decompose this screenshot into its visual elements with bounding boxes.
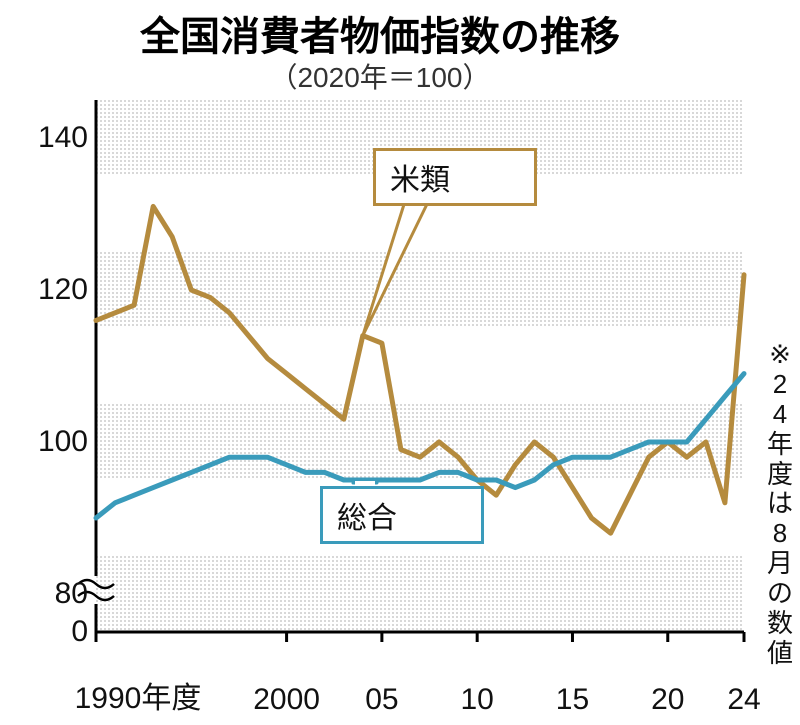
x-tick-2000: 2000	[253, 683, 320, 717]
x-tick-2024: 24	[727, 683, 760, 717]
x-tick-2020: 20	[651, 683, 684, 717]
y-tick-80: 80	[8, 577, 88, 611]
callout-rice-label: 米類	[390, 164, 450, 197]
cpi-chart: 全国消費者物価指数の推移 （2020年＝100） 0 80 100 120 14…	[0, 0, 800, 725]
footnote: ※24年度は8月の数値	[766, 340, 794, 669]
y-tick-0: 0	[8, 615, 88, 649]
callout-rice: 米類	[373, 148, 537, 206]
plot-svg	[0, 0, 800, 725]
x-tick-2005: 05	[365, 683, 398, 717]
y-tick-100: 100	[8, 425, 88, 459]
y-tick-140: 140	[8, 121, 88, 155]
x-tick-1990: 1990年度	[75, 673, 202, 717]
y-tick-120: 120	[8, 273, 88, 307]
x-tick-2010: 10	[460, 683, 493, 717]
callout-overall-label: 総合	[337, 502, 397, 535]
callout-overall: 総合	[320, 486, 484, 544]
x-tick-2015: 15	[556, 683, 589, 717]
